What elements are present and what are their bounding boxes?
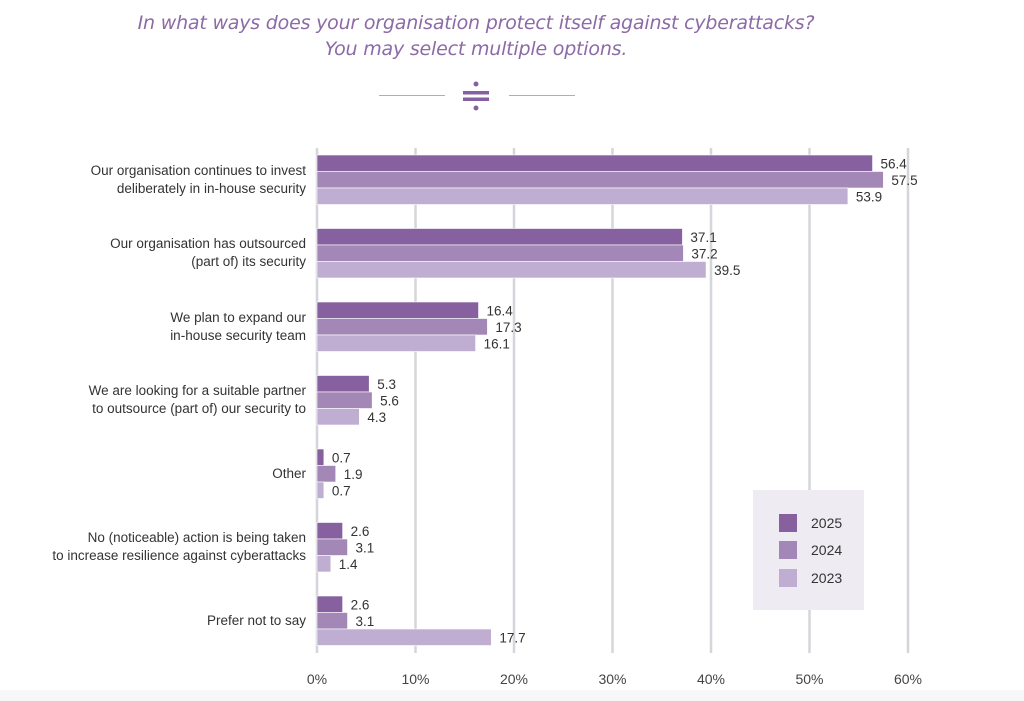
value-label: 17.3	[495, 320, 521, 335]
value-label: 56.4	[881, 156, 908, 171]
legend-item-2023: 2023	[779, 569, 842, 587]
category-label-line: (part of) its security	[191, 254, 306, 270]
bar-2025	[316, 301, 479, 319]
category-label: No (noticeable) action is being taken to …	[52, 529, 306, 565]
footer-band	[0, 690, 1024, 701]
bar-2025	[316, 595, 343, 613]
bar-2023	[316, 481, 325, 499]
x-tick-label: 30%	[598, 671, 626, 687]
category-label-line: We plan to expand our	[170, 309, 306, 325]
category-label-line: Our organisation continues to invest	[90, 162, 306, 178]
value-label: 17.7	[499, 630, 525, 645]
category-label-line: deliberately in in-house security	[116, 180, 306, 196]
category-label-line: Other	[272, 465, 306, 481]
category-label-line: We are looking for a suitable partner	[88, 383, 306, 399]
x-axis-ticks: 0% 10% 20% 30% 40% 50% 60%	[307, 671, 922, 687]
bar-2025	[316, 154, 873, 172]
bar-2023	[316, 555, 332, 573]
category-label-line: Our organisation has outsourced	[110, 236, 306, 252]
value-label: 16.1	[484, 336, 510, 351]
legend-label: 2025	[811, 515, 843, 531]
value-label: 0.7	[332, 483, 351, 498]
bars	[316, 154, 884, 646]
value-label: 0.7	[332, 450, 351, 465]
value-label: 1.9	[344, 467, 363, 482]
bar-2025	[316, 228, 683, 246]
bar-2024	[316, 244, 684, 262]
category-label: We are looking for a suitable partner to …	[89, 382, 306, 418]
x-tick-label: 40%	[697, 671, 725, 687]
value-label: 57.5	[891, 173, 917, 188]
x-tick-label: 50%	[795, 671, 823, 687]
bar-2024	[316, 612, 348, 630]
bar-2024	[316, 391, 373, 409]
category-label: Our organisation continues to invest deli…	[91, 162, 306, 198]
divider-line-left	[379, 95, 445, 96]
category-label: Prefer not to say	[207, 612, 306, 630]
x-tick-label: 0%	[307, 671, 327, 687]
category-label: We plan to expand our in-house security t…	[170, 309, 306, 345]
value-label: 53.9	[856, 189, 882, 204]
category-label: Other	[272, 465, 306, 483]
value-label: 3.1	[356, 614, 375, 629]
category-label-line: Prefer not to say	[206, 612, 306, 628]
value-label: 3.1	[356, 540, 375, 555]
category-label-line: to outsource (part of) our security to	[92, 401, 306, 417]
divide-icon	[463, 81, 489, 111]
bar-2023	[316, 261, 707, 279]
category-label-line: No (noticeable) action is being taken	[87, 530, 306, 546]
bar-2023	[316, 408, 360, 426]
divider-line-right	[509, 95, 575, 96]
value-labels: 56.4 57.5 53.9 37.137.2 39.5 16.4 17.316.1 5.35…	[332, 156, 918, 645]
value-label: 37.1	[690, 230, 716, 245]
category-label-line: to increase resilience against cyberatta…	[52, 548, 306, 564]
chart-title-line-2: You may select multiple options.	[324, 38, 628, 60]
value-label: 4.3	[367, 410, 386, 425]
value-label: 2.6	[351, 597, 370, 612]
legend-item-2025: 2025	[779, 514, 842, 532]
value-label: 2.6	[351, 524, 370, 539]
bar-2024	[316, 318, 488, 336]
bar-2025	[316, 375, 370, 393]
bar-2023	[316, 334, 476, 352]
value-label: 16.4	[487, 303, 514, 318]
legend-swatch-2024	[779, 541, 797, 559]
bar-2023	[316, 628, 492, 646]
legend: 2025 2024 2023	[753, 490, 864, 610]
bar-2024	[316, 465, 337, 483]
bar-2025	[316, 448, 325, 466]
value-label: 39.5	[714, 263, 740, 278]
legend-swatch-2025	[779, 514, 797, 532]
x-tick-label: 60%	[894, 671, 922, 687]
bar-2025	[316, 522, 343, 540]
bar-2024	[316, 538, 348, 556]
bar-2024	[316, 171, 884, 189]
category-label: Our organisation has outsourced (part of)…	[110, 235, 306, 271]
value-label: 5.6	[380, 393, 399, 408]
legend-label: 2023	[811, 570, 843, 586]
value-label: 1.4	[339, 557, 358, 572]
bar-2023	[316, 187, 849, 205]
legend-swatch-2023	[779, 569, 797, 587]
x-tick-label: 20%	[500, 671, 528, 687]
value-label: 5.3	[377, 377, 396, 392]
category-label-line: in-house security team	[170, 327, 306, 343]
chart-title-line-1: In what ways does your organisation prot…	[137, 12, 815, 34]
legend-item-2024: 2024	[779, 541, 842, 559]
x-tick-label: 10%	[401, 671, 429, 687]
legend-label: 2024	[811, 542, 843, 558]
value-label: 37.2	[691, 246, 717, 261]
